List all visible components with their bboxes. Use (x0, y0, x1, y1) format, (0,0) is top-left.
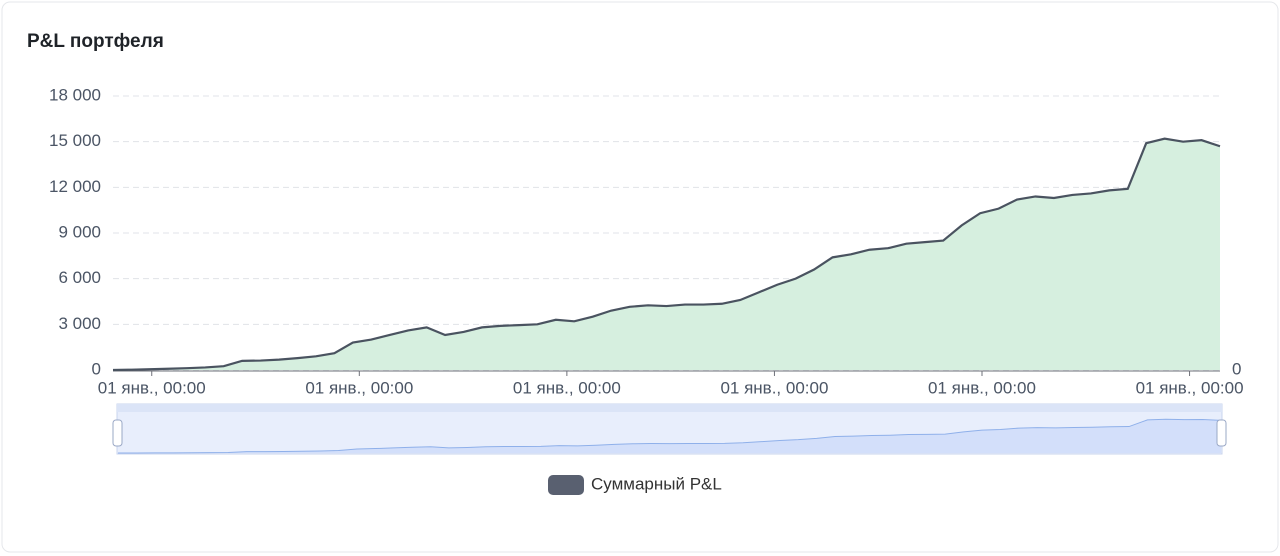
y-tick-label: 6 000 (58, 268, 101, 287)
legend-swatch[interactable] (548, 475, 584, 495)
line (112, 137, 1221, 372)
x-tick-label: 01 янв., 00:00 (720, 378, 828, 397)
area (113, 138, 1220, 370)
zoom-handle-bar[interactable] (117, 404, 1222, 412)
x-tick-label: 01 янв., 00:00 (98, 378, 206, 397)
y-tick-label: 0 (92, 359, 101, 378)
x-tick-label: 01 янв., 00:00 (513, 378, 621, 397)
y2-tick-label: 0 (1232, 359, 1241, 378)
y-tick-label: 3 000 (58, 314, 101, 333)
x-tick-label: 01 янв., 00:00 (928, 378, 1036, 397)
zoom-preview-line (117, 418, 1222, 454)
y-tick-label: 15 000 (49, 131, 101, 150)
chart-title: P&L портфеля (27, 31, 164, 52)
legend-label[interactable]: Суммарный P&L (591, 474, 722, 493)
legend[interactable]: Суммарный P&L (548, 474, 722, 495)
y-tick-label: 12 000 (49, 177, 101, 196)
y-tick-label: 18 000 (49, 85, 101, 104)
zoom-handle[interactable] (112, 419, 123, 447)
y-tick-label: 9 000 (58, 222, 101, 241)
zoom-handle[interactable] (1216, 419, 1227, 447)
x-tick-label: 01 янв., 00:00 (1136, 378, 1244, 397)
x-tick-label: 01 янв., 00:00 (305, 378, 413, 397)
zoom-preview-area (118, 419, 1221, 453)
